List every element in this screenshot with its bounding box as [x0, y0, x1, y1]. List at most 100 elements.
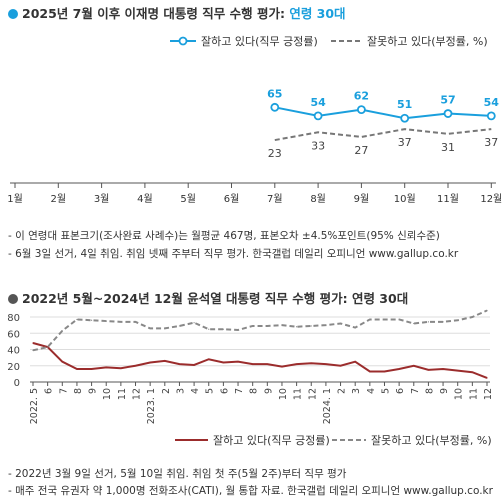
- positive-point: [208, 358, 210, 360]
- negative-point: [281, 324, 283, 326]
- negative-point: [164, 327, 166, 329]
- positive-point: [178, 363, 181, 365]
- positive-point: [105, 366, 107, 368]
- positive-point: [193, 364, 195, 366]
- positive-point: [310, 362, 312, 364]
- negative-point: [149, 327, 151, 329]
- y-tick-label: 0: [14, 378, 20, 389]
- negative-point: [208, 328, 210, 330]
- chart1-title-main: 2025년 7월 이후 이재명 대통령 직무 수행 평가:: [22, 6, 290, 21]
- positive-data-label: 57: [440, 94, 455, 107]
- negative-series-line: [32, 309, 488, 352]
- negative-point: [90, 319, 93, 321]
- x-tick-label: 11: [293, 388, 304, 400]
- negative-data-label: 37: [398, 136, 412, 149]
- negative-point: [398, 318, 400, 321]
- negative-point: [178, 325, 181, 327]
- x-tick-label: 10: [278, 388, 289, 400]
- positive-point: [486, 111, 496, 121]
- x-tick-label: 9: [88, 388, 99, 394]
- x-tick-label: 10월: [394, 193, 416, 205]
- y-tick-label: 80: [7, 313, 20, 324]
- x-tick-label: 6월: [224, 193, 240, 205]
- x-tick-label: 7월: [267, 193, 283, 205]
- negative-point: [32, 349, 34, 351]
- negative-point: [339, 322, 342, 325]
- x-tick-label: 12: [483, 388, 494, 400]
- negative-point: [222, 328, 224, 330]
- positive-point: [76, 368, 78, 370]
- x-tick-label: 8: [249, 388, 260, 394]
- positive-point: [486, 377, 488, 379]
- positive-point: [164, 360, 166, 362]
- x-tick-label: 8: [424, 388, 435, 394]
- x-tick-label: 10: [454, 388, 465, 400]
- negative-series-line: [274, 128, 492, 142]
- positive-point: [443, 109, 453, 118]
- positive-point: [120, 367, 122, 369]
- positive-point: [266, 363, 268, 365]
- positive-data-label: 62: [354, 90, 369, 103]
- x-tick-label: 3: [351, 388, 362, 394]
- negative-point: [193, 322, 195, 324]
- positive-point: [398, 368, 400, 370]
- x-tick-label: 8월: [310, 193, 326, 205]
- y-tick-label: 40: [7, 346, 20, 357]
- positive-point: [61, 361, 63, 363]
- x-tick-label: 6: [44, 388, 55, 394]
- x-tick-label: 5: [380, 388, 391, 394]
- chart2-note-1: - 2022년 3월 9일 선거, 5월 10일 취임. 취임 첫 주(5월 2…: [8, 468, 347, 480]
- x-tick-label: 6: [219, 388, 230, 394]
- x-tick-label: 9월: [354, 193, 370, 205]
- positive-point: [400, 113, 410, 123]
- x-tick-label: 11: [117, 388, 128, 400]
- chart1-note-2: - 6월 3일 선거, 4일 취임. 취임 넷째 주부터 직무 평가. 한국갤럽…: [8, 248, 459, 260]
- negative-point: [369, 318, 371, 321]
- negative-point: [252, 325, 254, 327]
- x-tick-label: 2022. 5: [29, 388, 40, 424]
- negative-point: [296, 326, 298, 328]
- negative-point: [442, 321, 444, 323]
- negative-point: [61, 330, 63, 332]
- x-tick-label: 3월: [94, 193, 110, 205]
- positive-data-label: 51: [397, 98, 412, 111]
- positive-point: [252, 363, 254, 365]
- positive-point: [313, 111, 323, 121]
- x-tick-label: 10: [102, 388, 113, 400]
- legend-negative-label: 잘못하고 있다(부정률, %): [367, 34, 488, 48]
- x-tick-label: 2월: [51, 193, 67, 205]
- positive-point: [471, 371, 473, 373]
- positive-point: [222, 361, 224, 364]
- positive-point: [383, 370, 386, 373]
- x-tick-label: 5: [205, 388, 216, 394]
- negative-point: [134, 321, 137, 323]
- positive-point: [296, 363, 298, 365]
- positive-point: [354, 361, 356, 363]
- x-tick-label: 7: [58, 388, 69, 394]
- x-tick-label: 3: [175, 388, 186, 394]
- x-tick-label: 12: [307, 388, 318, 400]
- x-tick-label: 4: [366, 388, 377, 394]
- x-tick-label: 12월: [480, 193, 502, 205]
- legend-positive-label: 잘하고 있다(직무 긍정률): [201, 34, 318, 48]
- positive-point: [149, 361, 151, 364]
- chart2-note-2: - 매주 전국 유권자 약 1,000명 전화조사(CATI), 월 통합 자료…: [8, 485, 493, 497]
- chart1-svg: 잘하고 있다(직무 긍정률) 잘못하고 있다(부정률, %) 1월 2월 3월 4월 5월 6…: [7, 34, 502, 205]
- positive-point: [270, 102, 280, 112]
- positive-point: [442, 368, 444, 370]
- positive-point: [457, 370, 459, 372]
- positive-point: [427, 369, 430, 371]
- x-tick-label: 2023. 1: [146, 388, 157, 424]
- negative-point: [310, 325, 312, 327]
- negative-point: [325, 324, 327, 326]
- legend-negative-label: 잘못하고 있다(부정률, %): [371, 433, 492, 447]
- negative-point: [413, 322, 415, 325]
- positive-point: [237, 361, 239, 363]
- x-tick-label: 2024. 1: [322, 388, 333, 424]
- x-tick-label: 11월: [437, 193, 459, 205]
- positive-point: [369, 370, 371, 373]
- negative-point: [266, 325, 268, 327]
- positive-point: [281, 365, 283, 368]
- x-tick-label: 8: [73, 388, 84, 394]
